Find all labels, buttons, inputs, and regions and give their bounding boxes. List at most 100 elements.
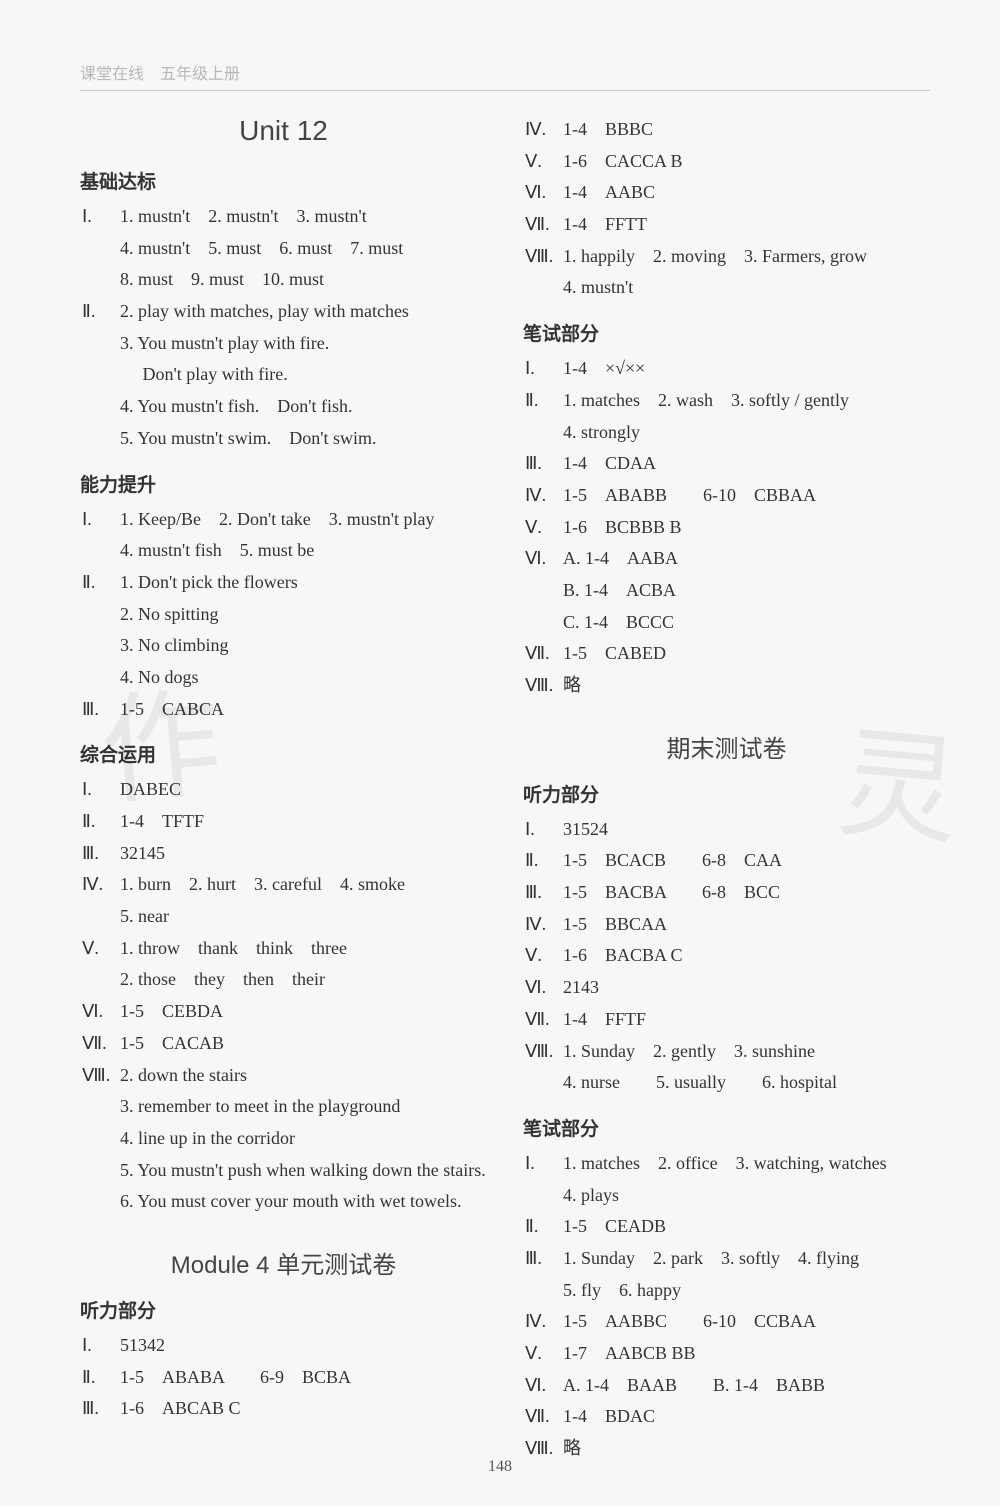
roman-numeral bbox=[523, 576, 563, 606]
roman-numeral: Ⅳ. bbox=[523, 481, 563, 511]
answer-row: Ⅲ.1-6 ABCAB C bbox=[80, 1394, 487, 1424]
answer-text: 2. No spitting bbox=[120, 600, 487, 630]
answer-row: Ⅴ.1-6 BACBA C bbox=[523, 941, 930, 971]
answer-text: 1-5 CEADB bbox=[563, 1212, 930, 1242]
answer-text: 1-7 AABCB BB bbox=[563, 1339, 930, 1369]
roman-numeral: Ⅵ. bbox=[523, 544, 563, 574]
roman-numeral: Ⅴ. bbox=[80, 934, 120, 964]
answer-row: Ⅲ.1. Sunday 2. park 3. softly 4. flying bbox=[523, 1244, 930, 1274]
answer-text: 1-4 FFTF bbox=[563, 1005, 930, 1035]
right-column: Ⅳ.1-4 BBBCⅤ.1-6 CACCA BⅥ.1-4 AABCⅦ.1-4 F… bbox=[523, 115, 930, 1466]
answer-row: 3. No climbing bbox=[80, 631, 487, 661]
roman-numeral: Ⅶ. bbox=[523, 210, 563, 240]
roman-numeral: Ⅱ. bbox=[80, 568, 120, 598]
roman-numeral: Ⅶ. bbox=[523, 639, 563, 669]
answer-row: Ⅰ.1. matches 2. office 3. watching, watc… bbox=[523, 1149, 930, 1179]
roman-numeral bbox=[80, 234, 120, 264]
answer-text: 5. You mustn't swim. Don't swim. bbox=[120, 424, 487, 454]
answer-row: 3. remember to meet in the playground bbox=[80, 1092, 487, 1122]
answer-text: 32145 bbox=[120, 839, 487, 869]
answer-row: Ⅲ.1-4 CDAA bbox=[523, 449, 930, 479]
roman-numeral: Ⅴ. bbox=[523, 513, 563, 543]
answer-row: Ⅰ.1. Keep/Be 2. Don't take 3. mustn't pl… bbox=[80, 505, 487, 535]
roman-numeral bbox=[80, 360, 120, 390]
answer-row: Ⅰ.1-4 ×√×× bbox=[523, 354, 930, 384]
roman-numeral: Ⅷ. bbox=[523, 671, 563, 701]
answer-row: Ⅲ.1-5 CABCA bbox=[80, 695, 487, 725]
roman-numeral bbox=[80, 965, 120, 995]
answer-row: Ⅵ.2143 bbox=[523, 973, 930, 1003]
answer-row: 4. strongly bbox=[523, 418, 930, 448]
roman-numeral bbox=[523, 273, 563, 303]
answer-text: 1. matches 2. wash 3. softly / gently bbox=[563, 386, 930, 416]
answer-row: 5. You mustn't push when walking down th… bbox=[80, 1156, 487, 1186]
answer-row: Ⅰ.DABEC bbox=[80, 775, 487, 805]
answer-text: 1-5 CACAB bbox=[120, 1029, 487, 1059]
answer-text: 1-5 ABABB 6-10 CBBAA bbox=[563, 481, 930, 511]
answer-text: 3. No climbing bbox=[120, 631, 487, 661]
section-heading: 综合运用 bbox=[80, 740, 487, 767]
roman-numeral bbox=[80, 1187, 120, 1217]
answer-row: Ⅵ.1-4 AABC bbox=[523, 178, 930, 208]
answer-row: C. 1-4 BCCC bbox=[523, 608, 930, 638]
roman-numeral bbox=[80, 631, 120, 661]
answer-row: Ⅱ.1-4 TFTF bbox=[80, 807, 487, 837]
answer-text: 1-5 AABBC 6-10 CCBAA bbox=[563, 1307, 930, 1337]
roman-numeral: Ⅶ. bbox=[80, 1029, 120, 1059]
answer-text: 4. No dogs bbox=[120, 663, 487, 693]
roman-numeral bbox=[80, 536, 120, 566]
answer-text: 8. must 9. must 10. must bbox=[120, 265, 487, 295]
answer-row: Ⅳ.1-5 BBCAA bbox=[523, 910, 930, 940]
header-rule bbox=[80, 90, 930, 91]
roman-numeral: Ⅵ. bbox=[523, 973, 563, 1003]
answer-row: Ⅴ.1-6 BCBBB B bbox=[523, 513, 930, 543]
section-heading: 能力提升 bbox=[80, 470, 487, 497]
answer-row: Ⅵ.A. 1-4 BAAB B. 1-4 BABB bbox=[523, 1371, 930, 1401]
answer-text: 4. mustn't fish 5. must be bbox=[120, 536, 487, 566]
answer-row: Ⅰ.1. mustn't 2. mustn't 3. mustn't bbox=[80, 202, 487, 232]
answer-text: 4. mustn't 5. must 6. must 7. must bbox=[120, 234, 487, 264]
answer-row: Ⅷ.1. happily 2. moving 3. Farmers, grow bbox=[523, 242, 930, 272]
answer-row: Ⅵ.1-5 CEBDA bbox=[80, 997, 487, 1027]
answer-row: Ⅱ.1. matches 2. wash 3. softly / gently bbox=[523, 386, 930, 416]
answer-text: DABEC bbox=[120, 775, 487, 805]
roman-numeral: Ⅳ. bbox=[523, 115, 563, 145]
section-heading: 基础达标 bbox=[80, 167, 487, 194]
roman-numeral bbox=[80, 663, 120, 693]
answer-text: 2143 bbox=[563, 973, 930, 1003]
answer-text: 1-5 BCACB 6-8 CAA bbox=[563, 846, 930, 876]
answer-row: Ⅰ.31524 bbox=[523, 815, 930, 845]
answer-text: 4. nurse 5. usually 6. hospital bbox=[563, 1068, 930, 1098]
answer-row: Ⅶ.1-5 CABED bbox=[523, 639, 930, 669]
roman-numeral bbox=[523, 1068, 563, 1098]
answer-text: 51342 bbox=[120, 1331, 487, 1361]
answer-text: 6. You must cover your mouth with wet to… bbox=[120, 1187, 487, 1217]
roman-numeral: Ⅵ. bbox=[523, 1371, 563, 1401]
answer-text: 4. strongly bbox=[563, 418, 930, 448]
roman-numeral: Ⅰ. bbox=[80, 1331, 120, 1361]
module-title-en: Module 4 bbox=[171, 1252, 276, 1279]
answer-row: 4. mustn't fish 5. must be bbox=[80, 536, 487, 566]
roman-numeral bbox=[80, 902, 120, 932]
answer-text: 5. You mustn't push when walking down th… bbox=[120, 1156, 487, 1186]
answer-text: 5. near bbox=[120, 902, 487, 932]
answer-text: 1-4 ×√×× bbox=[563, 354, 930, 384]
answer-row: 5. near bbox=[80, 902, 487, 932]
answer-text: 1-4 FFTT bbox=[563, 210, 930, 240]
answer-row: 6. You must cover your mouth with wet to… bbox=[80, 1187, 487, 1217]
answer-row: Ⅴ.1. throw thank think three bbox=[80, 934, 487, 964]
answer-row: Ⅷ.略 bbox=[523, 671, 930, 701]
answer-text: 3. remember to meet in the playground bbox=[120, 1092, 487, 1122]
roman-numeral bbox=[80, 265, 120, 295]
answer-text: 1-4 AABC bbox=[563, 178, 930, 208]
page-number: 148 bbox=[0, 1458, 1000, 1476]
roman-numeral: Ⅳ. bbox=[523, 910, 563, 940]
roman-numeral: Ⅱ. bbox=[80, 807, 120, 837]
answer-text: 2. down the stairs bbox=[120, 1061, 487, 1091]
answer-row: Ⅱ.1-5 BCACB 6-8 CAA bbox=[523, 846, 930, 876]
answer-text: B. 1-4 ACBA bbox=[563, 576, 930, 606]
answer-text: 4. line up in the corridor bbox=[120, 1124, 487, 1154]
answer-row: Ⅲ.32145 bbox=[80, 839, 487, 869]
roman-numeral: Ⅰ. bbox=[523, 815, 563, 845]
answer-text: 1. matches 2. office 3. watching, watche… bbox=[563, 1149, 930, 1179]
